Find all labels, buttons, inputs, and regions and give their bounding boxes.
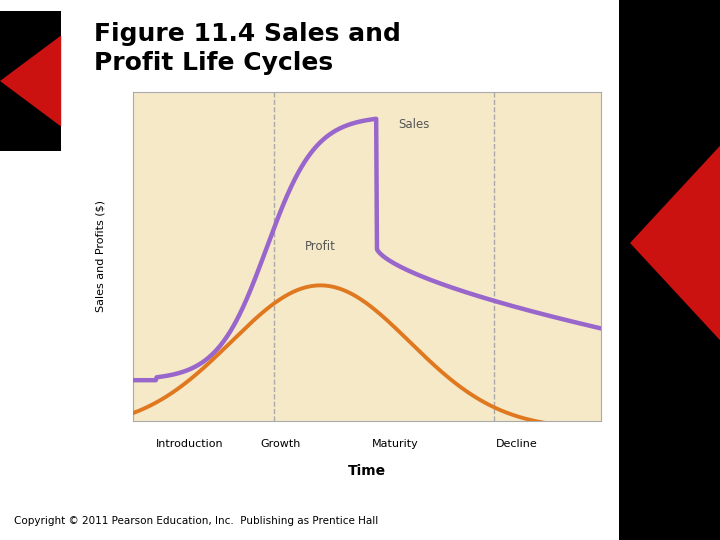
Text: Time: Time <box>348 464 386 478</box>
Text: 11-16: 11-16 <box>634 516 664 526</box>
Text: Introduction: Introduction <box>156 440 223 449</box>
Text: Copyright © 2011 Pearson Education, Inc.  Publishing as Prentice Hall: Copyright © 2011 Pearson Education, Inc.… <box>14 516 379 526</box>
Text: Figure 11.4 Sales and
Profit Life Cycles: Figure 11.4 Sales and Profit Life Cycles <box>94 22 400 75</box>
Text: Profit: Profit <box>305 240 336 253</box>
Text: Maturity: Maturity <box>372 440 418 449</box>
Text: Sales and Profits ($): Sales and Profits ($) <box>96 200 105 313</box>
Text: Growth: Growth <box>261 440 301 449</box>
Text: Decline: Decline <box>496 440 538 449</box>
Text: Sales: Sales <box>398 118 430 131</box>
